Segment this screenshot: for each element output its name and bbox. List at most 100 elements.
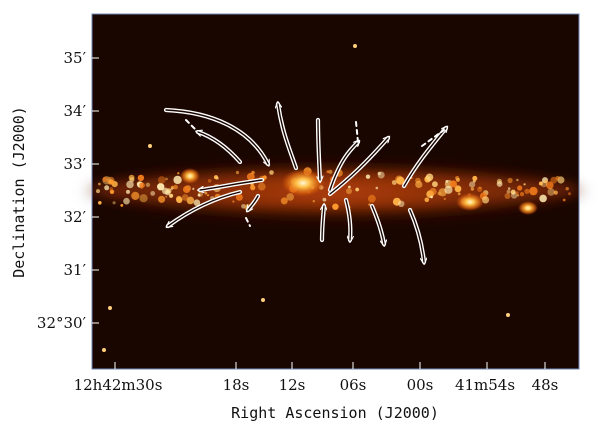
emission-knot (375, 186, 379, 190)
emission-knot (112, 201, 116, 205)
emission-knot (454, 185, 462, 193)
outflow-arrows (163, 104, 446, 262)
emission-knot (126, 180, 134, 189)
emission-knot (365, 174, 371, 179)
emission-knot (129, 177, 135, 183)
emission-knot (235, 170, 240, 175)
emission-knot (186, 196, 195, 205)
emission-knot (472, 175, 478, 181)
emission-knot (496, 181, 503, 187)
emission-knot (377, 171, 381, 176)
field-star (102, 348, 106, 352)
emission-knot (546, 181, 554, 190)
emission-knot (368, 203, 371, 206)
y-tick-label: 31′ (64, 261, 87, 279)
emission-knot (516, 178, 519, 182)
emission-knot (348, 185, 351, 189)
emission-knot (165, 189, 171, 196)
emission-knot (391, 180, 397, 185)
emission-knot (430, 195, 433, 199)
emission-knot (170, 187, 174, 190)
emission-knot (139, 182, 145, 188)
emission-knot (131, 191, 140, 200)
emission-knot (137, 174, 145, 182)
emission-knot (169, 193, 174, 198)
emission-knot (523, 183, 526, 186)
emission-knot (193, 199, 201, 206)
emission-knot (120, 204, 124, 207)
emission-knot (246, 172, 255, 181)
emission-knot (326, 170, 330, 174)
emission-knot (504, 193, 511, 199)
emission-knot (235, 193, 243, 201)
x-tick-label: 48s (532, 376, 559, 394)
emission-knot (332, 203, 339, 210)
emission-knot (547, 188, 555, 196)
emission-knot (565, 187, 569, 191)
emission-knot (262, 175, 267, 180)
emission-knot (96, 189, 100, 194)
x-axis-title: Right Ascension (J2000) (231, 404, 439, 422)
emission-knot (510, 192, 518, 199)
emission-knot (432, 181, 438, 188)
emission-knot (158, 195, 166, 203)
x-tick-label: 06s (340, 376, 367, 394)
emission-knot (444, 185, 453, 194)
emission-knot (346, 188, 352, 195)
emission-knot (126, 189, 130, 194)
emission-knot (529, 186, 538, 196)
emission-knot (139, 194, 148, 203)
emission-knot (510, 189, 516, 195)
emission-knot (449, 180, 457, 188)
emission-knot (104, 185, 110, 191)
emission-knot (425, 173, 434, 182)
emission-knot (506, 189, 511, 194)
emission-knot (192, 187, 195, 190)
emission-knot (150, 191, 156, 196)
emission-knot (176, 196, 183, 204)
emission-knot (515, 191, 519, 195)
field-star (108, 306, 112, 310)
emission-knot (215, 176, 219, 180)
emission-knot (232, 200, 235, 203)
emission-knot (207, 179, 212, 183)
plot-frame (91, 13, 580, 370)
emission-knot (550, 176, 558, 184)
x-tick-label: 00s (407, 376, 434, 394)
emission-knot (145, 182, 151, 187)
emission-knot (173, 184, 178, 190)
emission-knot (257, 182, 266, 191)
emission-knot (106, 176, 115, 185)
y-tick-label: 32′ (64, 208, 87, 226)
emission-knot (165, 195, 168, 198)
emission-knot (542, 177, 548, 184)
y-tick-label: 33′ (64, 155, 87, 173)
emission-knot (544, 179, 548, 184)
emission-knot (457, 192, 461, 196)
emission-knot (98, 182, 101, 186)
emission-knot (98, 201, 102, 205)
emission-knot (181, 194, 189, 201)
emission-knot (157, 176, 166, 184)
emission-knot (123, 197, 130, 205)
emission-knot (207, 194, 209, 197)
emission-knot (470, 187, 475, 191)
field-star (261, 298, 265, 302)
emission-knot (539, 194, 547, 203)
emission-knot (445, 180, 449, 183)
y-tick-label: 34′ (64, 102, 87, 120)
x-tick-labels: 12h42m30s 18s 12s 06s 00s 41m54s 48s (74, 376, 559, 394)
emission-knot (204, 191, 208, 195)
y-axis-title: Declination (J2000) (10, 106, 28, 278)
emission-knot (328, 169, 333, 174)
emission-knot (368, 194, 376, 203)
tick-marks (92, 57, 546, 369)
emission-knot (355, 187, 360, 192)
emission-knot (251, 170, 255, 175)
emission-knot (269, 170, 274, 175)
emission-knot (429, 187, 437, 196)
x-tick-label: 12h42m30s (74, 376, 163, 394)
x-tick-label: 18s (223, 376, 250, 394)
galaxy-image (75, 14, 595, 369)
